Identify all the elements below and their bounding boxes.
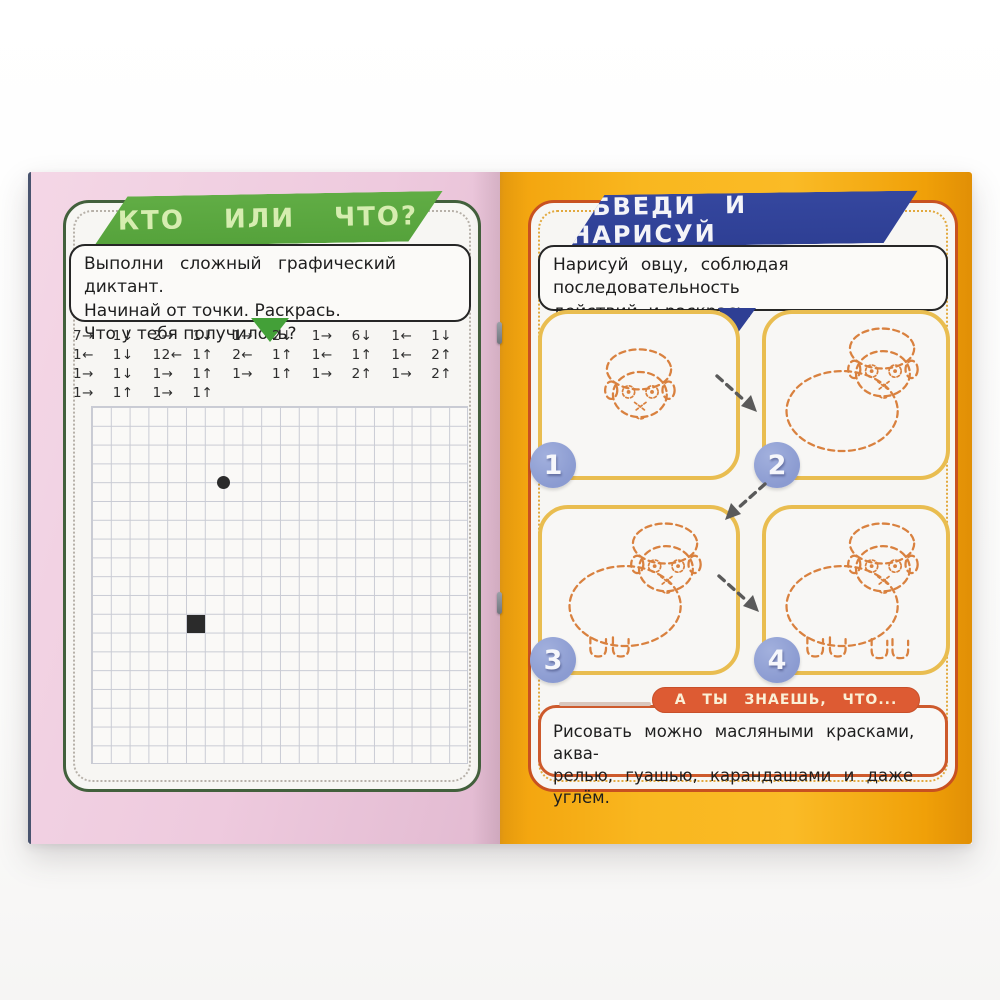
dictation-row: 1→ 1↑ 1→ 1↑ xyxy=(73,385,471,401)
dictation-step: 12← xyxy=(152,347,183,363)
dictation-step: 1↓ xyxy=(431,328,453,344)
step-number-badge: 4 xyxy=(754,637,800,683)
sheep-step-drawing xyxy=(785,522,919,660)
dictation-row: 7→ 1↓ 2→ 1↓ 1→ 2↓ 1→ 6↓ 1← 1↓ xyxy=(73,328,471,344)
dictation-step: 1→ xyxy=(232,366,254,382)
instruction-line: Нарисуй овцу, соблюдая последовательност… xyxy=(553,255,789,299)
start-dot xyxy=(217,475,231,489)
right-title-banner: ОБВЕДИ И НАРИСУЙ xyxy=(570,191,919,248)
filled-cell xyxy=(187,614,205,633)
step-panel-2: 2 xyxy=(754,310,950,488)
right-instruction-box: Нарисуй овцу, соблюдая последовательност… xyxy=(538,245,948,322)
dictation-table: 7→ 1↓ 2→ 1↓ 1→ 2↓ 1→ 6↓ 1← 1↓ 1← 1↓ 12← 1↑ 2← 1↑ 1← 1↑ 1← 2… xyxy=(73,328,471,404)
dictation-step: 1↓ xyxy=(112,347,134,363)
step-number-badge: 1 xyxy=(530,442,576,488)
dictation-step: 1→ xyxy=(232,328,254,344)
left-title-banner: КТО ИЛИ ЧТО? xyxy=(93,191,444,247)
dictation-step xyxy=(431,385,471,401)
dictation-step: 1← xyxy=(391,328,413,344)
instruction-line: Начинай от точки. Раскрась. xyxy=(84,300,341,321)
dictation-step: 7→ xyxy=(73,328,94,344)
fact-line: Рисовать можно масляными красками, аква- xyxy=(553,722,915,763)
dictation-step: 1← xyxy=(73,347,94,363)
dictation-grid xyxy=(91,406,468,764)
dictation-step: 2→ xyxy=(152,328,174,344)
right-page: ОБВЕДИ И НАРИСУЙ Нарисуй овцу, соблюдая … xyxy=(500,172,972,844)
step-number: 1 xyxy=(543,449,563,481)
dictation-step: 2↑ xyxy=(431,347,453,363)
sheep-step-drawing xyxy=(568,522,702,658)
step-arrow-1-icon xyxy=(715,374,757,412)
dictation-step: 1↑ xyxy=(351,347,373,363)
dictation-step: 1↑ xyxy=(271,366,293,382)
dictation-step: 1↓ xyxy=(112,328,134,344)
dictation-step: 1↑ xyxy=(192,347,214,363)
left-title: КТО ИЛИ ЧТО? xyxy=(117,201,419,237)
step-number-badge: 3 xyxy=(530,637,576,683)
staple-icon xyxy=(497,322,502,344)
right-title: ОБВЕДИ И НАРИСУЙ xyxy=(569,190,748,250)
dictation-step: 1↓ xyxy=(112,366,134,382)
dictation-step: 1→ xyxy=(73,366,94,382)
sheep-step-drawing xyxy=(603,348,676,420)
dictation-step: 1↑ xyxy=(192,385,214,401)
dictation-step: 2↑ xyxy=(431,366,453,382)
dictation-step: 2↑ xyxy=(351,366,373,382)
step-panel-3: 3 xyxy=(530,505,740,683)
step-number: 4 xyxy=(767,644,787,676)
dictation-row: 1← 1↓ 12← 1↑ 2← 1↑ 1← 1↑ 1← 2↑ xyxy=(73,347,471,363)
step-panel-4: 4 xyxy=(754,505,950,683)
step-panel-1: 1 xyxy=(530,310,740,488)
instruction-line: Что у тебя получилось? xyxy=(84,324,297,345)
dictation-step: 1← xyxy=(391,347,413,363)
dictation-step xyxy=(352,385,392,401)
fact-badge: А ТЫ ЗНАЕШЬ, ЧТО... xyxy=(652,687,920,713)
dictation-step xyxy=(272,385,312,401)
book-spread: КТО ИЛИ ЧТО? Выполни сложный графический… xyxy=(28,172,972,844)
dictation-step xyxy=(232,385,272,401)
fact-text-box: Рисовать можно масляными красками, аква-… xyxy=(538,702,948,807)
left-page: КТО ИЛИ ЧТО? Выполни сложный графический… xyxy=(28,172,500,844)
dictation-step: 1→ xyxy=(73,385,94,401)
dictation-step: 1↓ xyxy=(192,328,214,344)
dictation-step: 6↓ xyxy=(351,328,373,344)
dictation-step: 1↑ xyxy=(192,366,214,382)
staple-icon xyxy=(497,592,502,614)
fact-line: релью, гуашью, карандашами и даже углём. xyxy=(553,765,914,807)
fact-badge-label: А ТЫ ЗНАЕШЬ, ЧТО... xyxy=(674,692,898,708)
green-pointer-icon xyxy=(251,318,289,342)
instruction-line: Выполни сложный графический диктант. xyxy=(84,254,396,298)
step-number-badge: 2 xyxy=(754,442,800,488)
dictation-step: 1→ xyxy=(311,366,333,382)
step-number: 3 xyxy=(543,644,563,676)
dictation-step: 1→ xyxy=(152,385,174,401)
dictation-row: 1→ 1↓ 1→ 1↑ 1→ 1↑ 1→ 2↑ 1→ 2↑ xyxy=(73,366,471,382)
dictation-step xyxy=(391,385,431,401)
dictation-step: 1→ xyxy=(311,328,333,344)
sheep-step-drawing xyxy=(785,327,919,453)
step-number: 2 xyxy=(767,449,787,481)
dictation-step: 2↓ xyxy=(271,328,293,344)
dictation-step: 2← xyxy=(232,347,254,363)
step-arrow-3-icon xyxy=(717,574,759,612)
dictation-step: 1↑ xyxy=(271,347,293,363)
dictation-step: 1↑ xyxy=(112,385,134,401)
dictation-step xyxy=(312,385,352,401)
decor-line xyxy=(559,702,651,706)
left-instruction-box: Выполни сложный графический диктант. Начи… xyxy=(69,244,471,344)
dictation-step: 1→ xyxy=(391,366,413,382)
dictation-step: 1→ xyxy=(152,366,174,382)
dictation-step: 1← xyxy=(311,347,333,363)
step-arrow-2-icon xyxy=(725,482,767,520)
